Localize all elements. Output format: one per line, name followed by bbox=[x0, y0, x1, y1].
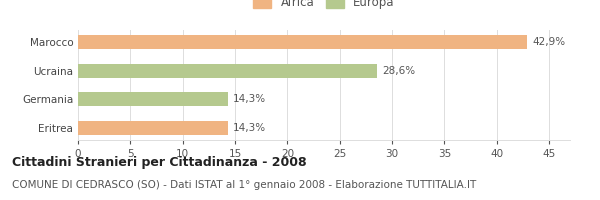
Text: Cittadini Stranieri per Cittadinanza - 2008: Cittadini Stranieri per Cittadinanza - 2… bbox=[12, 156, 307, 169]
Legend: Africa, Europa: Africa, Europa bbox=[251, 0, 397, 12]
Bar bbox=[78, 92, 227, 106]
Bar bbox=[78, 35, 527, 49]
Bar bbox=[78, 64, 377, 78]
Text: 14,3%: 14,3% bbox=[233, 123, 266, 133]
Text: 42,9%: 42,9% bbox=[532, 37, 565, 47]
Bar bbox=[78, 121, 227, 135]
Text: 28,6%: 28,6% bbox=[383, 66, 416, 76]
Text: 14,3%: 14,3% bbox=[233, 94, 266, 104]
Text: COMUNE DI CEDRASCO (SO) - Dati ISTAT al 1° gennaio 2008 - Elaborazione TUTTITALI: COMUNE DI CEDRASCO (SO) - Dati ISTAT al … bbox=[12, 180, 476, 190]
